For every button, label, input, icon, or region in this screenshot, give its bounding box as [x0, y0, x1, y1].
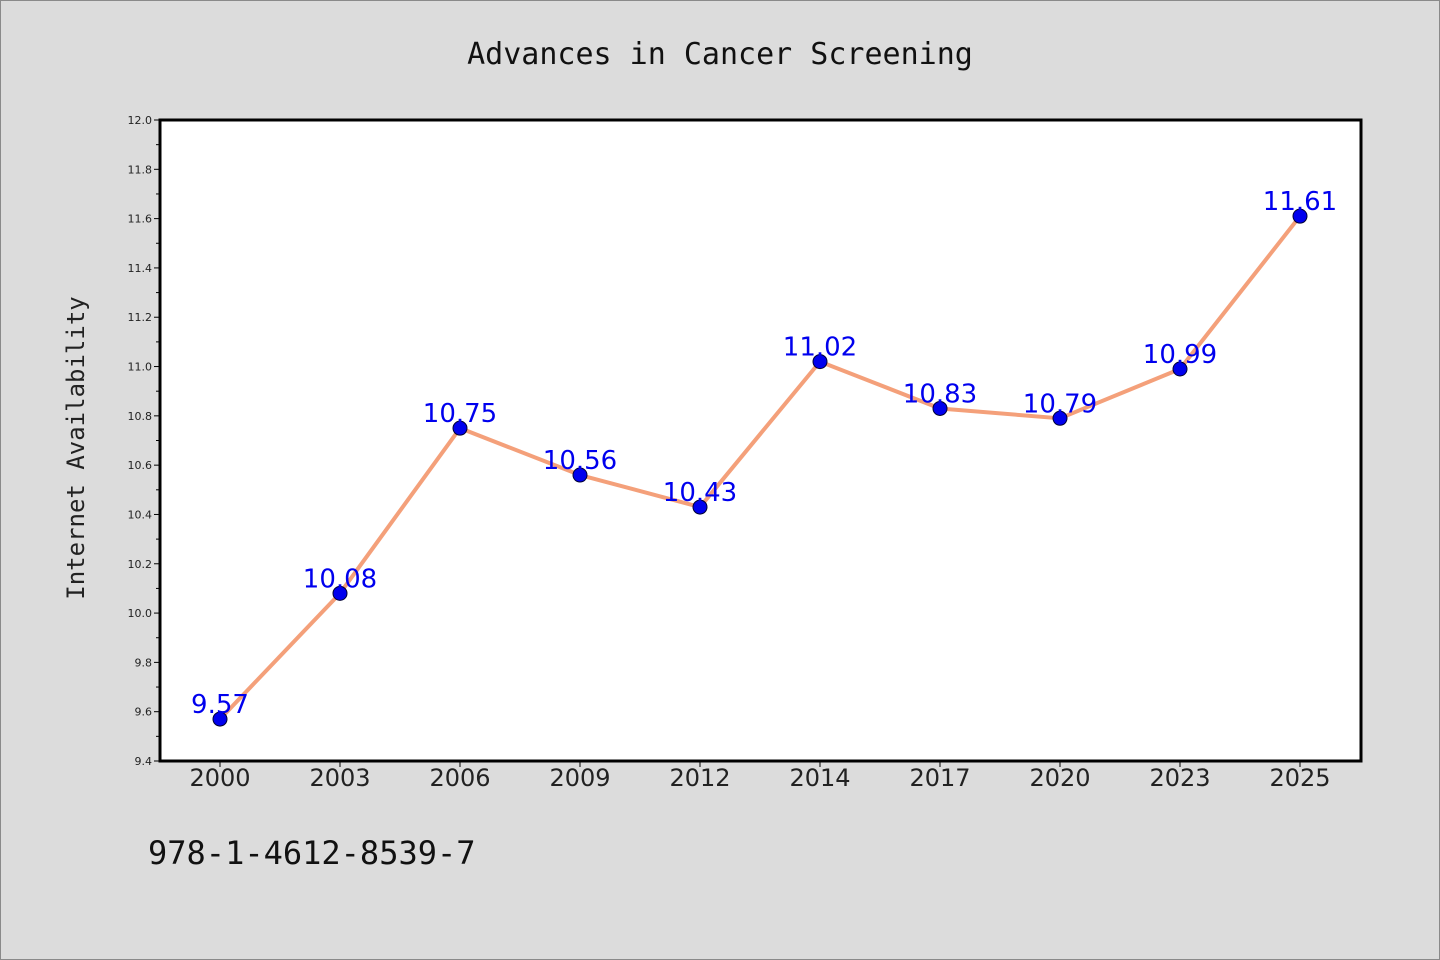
plot-frame	[158, 118, 1363, 763]
y-axis-label: Internet Availability	[62, 296, 90, 599]
y-tick-label: 9.4	[135, 755, 153, 768]
x-tick-label: 2003	[309, 764, 370, 792]
x-tick-label: 2025	[1269, 764, 1330, 792]
y-tick-label: 10.0	[128, 607, 153, 620]
data-point	[1172, 361, 1188, 377]
data-point	[812, 354, 828, 370]
data-label: 10.08	[303, 564, 377, 594]
x-tick-label: 2000	[189, 764, 250, 792]
y-tick-label: 9.6	[135, 706, 153, 719]
x-tick-label: 2014	[789, 764, 850, 792]
data-point	[212, 711, 228, 727]
y-tick-label: 9.8	[135, 656, 153, 669]
data-label: 10.79	[1023, 389, 1097, 419]
y-tick-label: 11.6	[128, 213, 153, 226]
y-tick-label: 12.0	[128, 114, 153, 127]
data-label: 11.61	[1263, 187, 1337, 217]
data-label: 10.99	[1143, 340, 1217, 370]
x-axis-ticks: 2000 2003 2006 2009 2012 2014 2017 2020 2023 2025	[189, 761, 1331, 792]
data-label: 10.75	[423, 399, 497, 429]
y-tick-label: 10.6	[128, 459, 153, 472]
data-point	[932, 400, 948, 416]
chart-title: Advances in Cancer Screening	[467, 37, 973, 72]
data-point	[452, 420, 468, 436]
x-tick-label: 2020	[1029, 764, 1090, 792]
y-tick-label: 11.2	[128, 311, 153, 324]
data-label: 10.83	[903, 379, 977, 409]
x-tick-label: 2009	[549, 764, 610, 792]
y-tick-label: 10.4	[128, 508, 153, 521]
x-tick-label: 2006	[429, 764, 490, 792]
data-markers	[212, 208, 1308, 727]
y-axis-ticks: 9.4 9.6 9.8 10.0 10.2 10.4 10.6 10.8 11.0 11.2 11.…	[128, 114, 160, 768]
data-point	[1052, 410, 1068, 426]
plot-area	[160, 120, 1361, 761]
data-label: 9.57	[191, 690, 249, 720]
data-point	[692, 499, 708, 515]
y-tick-label: 11.8	[128, 163, 153, 176]
series-line	[218, 214, 1302, 722]
y-tick-label: 10.2	[128, 558, 153, 571]
x-tick-label: 2017	[909, 764, 970, 792]
data-label: 11.02	[783, 333, 857, 363]
x-tick-label: 2012	[669, 764, 730, 792]
data-point	[332, 585, 348, 601]
y-tick-label: 11.4	[128, 262, 153, 275]
data-point	[572, 467, 588, 483]
y-tick-label: 10.8	[128, 410, 153, 423]
y-tick-label: 11.0	[128, 361, 153, 374]
footnote-isbn: 978-1-4612-8539-7	[148, 834, 476, 872]
data-labels: 9.57 10.08 10.75 10.56 10.43 11.02 10.83 10.79 1…	[191, 187, 1337, 720]
data-point	[1292, 208, 1308, 224]
series-line-group	[218, 214, 1302, 722]
data-label: 10.43	[663, 478, 737, 508]
data-label: 10.56	[543, 446, 617, 476]
x-tick-label: 2023	[1149, 764, 1210, 792]
